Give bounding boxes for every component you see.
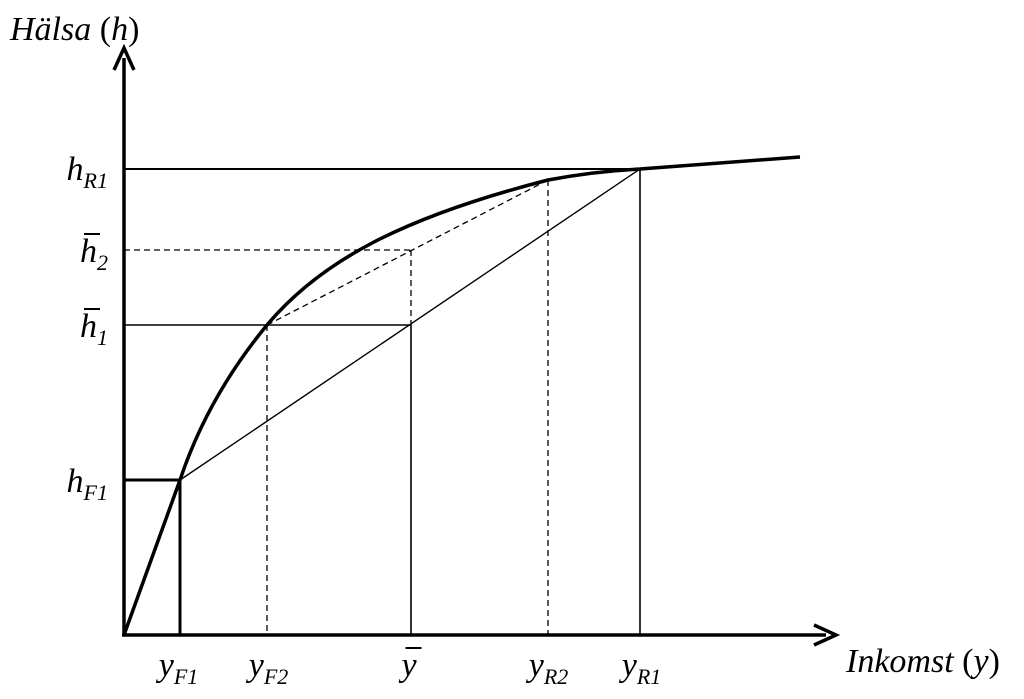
label-sub: R1 <box>636 664 661 689</box>
tick-label: yF1 <box>156 647 199 689</box>
label-main: y <box>619 647 638 684</box>
label-part: ( <box>100 11 111 48</box>
label-sub: R1 <box>83 168 108 193</box>
tick-label: y <box>399 647 418 684</box>
guides <box>112 43 841 647</box>
label-part: ) <box>128 11 139 48</box>
chord-dashed <box>266 179 549 326</box>
label-sub: F1 <box>173 664 198 689</box>
label-main: h <box>67 151 84 188</box>
label-main: h <box>80 308 97 345</box>
x-axis-label: Inkomst (y) <box>845 643 1000 680</box>
tick-label: yF2 <box>246 647 289 689</box>
label-main: y <box>246 647 265 684</box>
x-arrow <box>813 623 841 647</box>
tick-label: h1 <box>80 308 108 350</box>
label-main: y <box>399 647 418 684</box>
label-part: Inkomst <box>845 643 962 680</box>
health-curve <box>122 155 801 636</box>
label-part: Hälsa <box>9 11 100 48</box>
tick-label: yR1 <box>619 647 662 689</box>
tick-label: h2 <box>80 233 108 275</box>
tick-label: yR2 <box>526 647 569 689</box>
label-part: ) <box>989 643 1000 680</box>
y-axis-label: Hälsa (h) <box>9 11 139 48</box>
tick-label: hF1 <box>67 463 108 505</box>
label-sub: R2 <box>543 664 568 689</box>
label-sub: 1 <box>97 325 108 350</box>
label-sub: 2 <box>97 250 108 275</box>
label-sub: F1 <box>83 480 108 505</box>
label-main: h <box>67 463 84 500</box>
chord <box>179 168 641 481</box>
label-part: ( <box>962 643 973 680</box>
label-main: y <box>156 647 175 684</box>
label-sub: F2 <box>263 664 288 689</box>
label-part: y <box>970 643 989 680</box>
label-main: y <box>526 647 545 684</box>
y-arrow <box>112 43 136 71</box>
label-main: h <box>80 233 97 270</box>
tick-label: hR1 <box>67 151 108 193</box>
label-part: h <box>111 11 128 48</box>
